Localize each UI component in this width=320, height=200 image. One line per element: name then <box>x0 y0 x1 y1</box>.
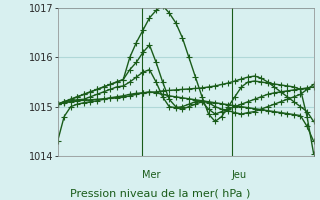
Text: Mer: Mer <box>142 170 161 180</box>
Text: Pression niveau de la mer( hPa ): Pression niveau de la mer( hPa ) <box>70 188 250 198</box>
Text: Jeu: Jeu <box>232 170 247 180</box>
